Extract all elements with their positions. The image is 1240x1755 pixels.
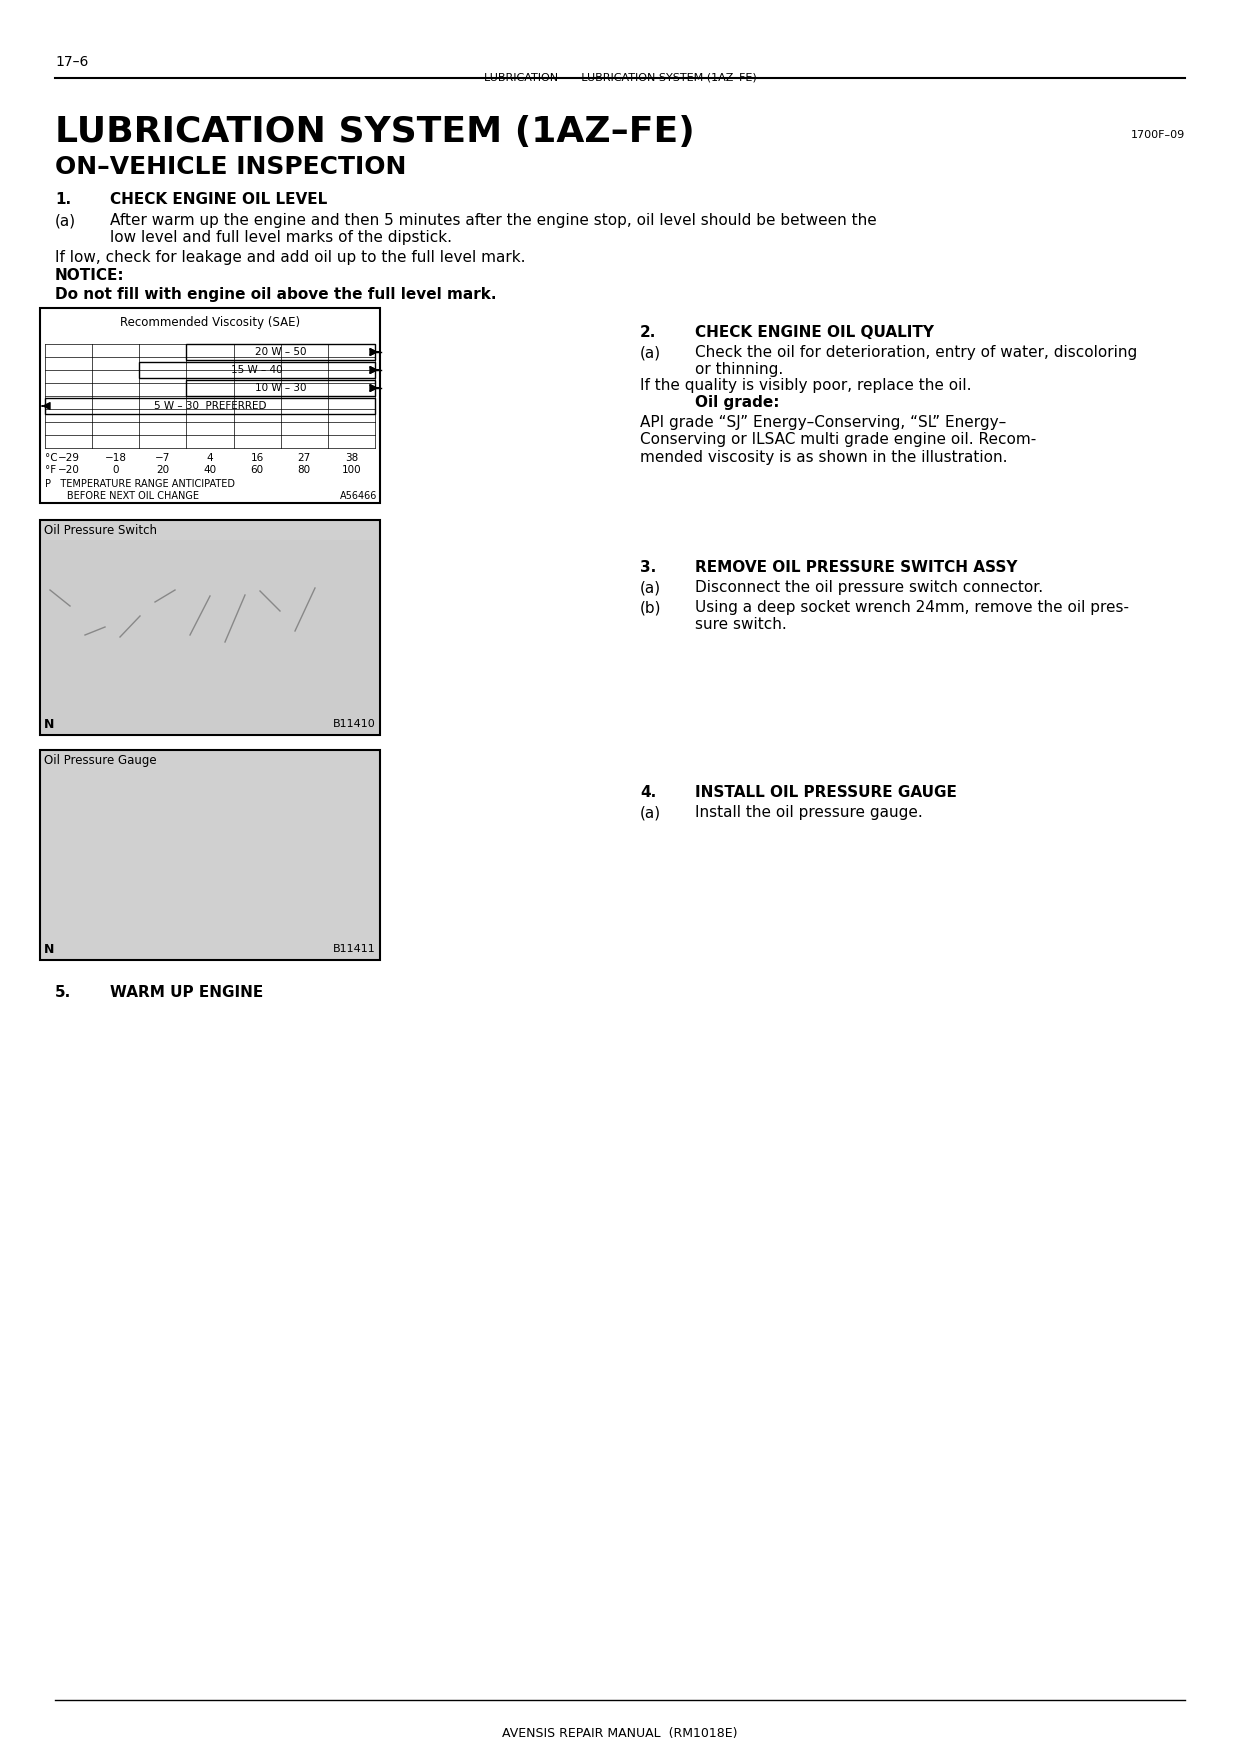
Text: −20: −20 [57,465,79,476]
Text: 3.: 3. [640,560,656,576]
Text: NOTICE:: NOTICE: [55,269,125,283]
Text: (a): (a) [640,346,661,360]
Bar [40,519,379,735]
Text: 80: 80 [298,465,311,476]
Text: Check the oil for deterioration, entry of water, discoloring
or thinning.: Check the oil for deterioration, entry o… [694,346,1137,377]
Text: Do not fill with engine oil above the full level mark.: Do not fill with engine oil above the fu… [55,288,496,302]
Text: 1.: 1. [55,191,71,207]
Text: INSTALL OIL PRESSURE GAUGE: INSTALL OIL PRESSURE GAUGE [694,784,957,800]
Text: 17–6: 17–6 [55,54,88,68]
Text: 16: 16 [250,453,264,463]
Text: 15 W – 40: 15 W – 40 [232,365,283,376]
Text: If low, check for leakage and add oil up to the full level mark.: If low, check for leakage and add oil up… [55,249,526,265]
Text: 0: 0 [113,465,119,476]
Text: ON–VEHICLE INSPECTION: ON–VEHICLE INSPECTION [55,154,407,179]
Text: N: N [43,942,55,956]
Text: API grade “SJ” Energy–Conserving, “SL” Energy–
Conserving or ILSAC multi grade e: API grade “SJ” Energy–Conserving, “SL” E… [640,414,1037,465]
Text: 60: 60 [250,465,264,476]
Bar [45,398,374,414]
Text: AVENSIS REPAIR MANUAL  (RM1018E): AVENSIS REPAIR MANUAL (RM1018E) [502,1727,738,1739]
Bar [40,749,379,960]
Text: 100: 100 [341,465,361,476]
Bar [186,344,374,360]
Text: 20 W – 50: 20 W – 50 [255,347,306,356]
Text: Oil grade:: Oil grade: [694,395,780,411]
Bar [40,307,379,504]
Text: Recommended Viscosity (SAE): Recommended Viscosity (SAE) [120,316,300,328]
Text: °F: °F [45,465,56,476]
Text: 4: 4 [207,453,213,463]
Bar [186,381,374,397]
Text: B11411: B11411 [334,944,376,955]
Text: Oil Pressure Switch: Oil Pressure Switch [43,525,157,537]
Text: LUBRICATION SYSTEM (1AZ–FE): LUBRICATION SYSTEM (1AZ–FE) [55,116,694,149]
Text: (a): (a) [55,212,76,228]
Text: P   TEMPERATURE RANGE ANTICIPATED
       BEFORE NEXT OIL CHANGE: P TEMPERATURE RANGE ANTICIPATED BEFORE N… [45,479,236,500]
Text: (a): (a) [640,806,661,820]
Text: Disconnect the oil pressure switch connector.: Disconnect the oil pressure switch conne… [694,579,1043,595]
Text: LUBRICATION  –   LUBRICATION SYSTEM (1AZ–FE): LUBRICATION – LUBRICATION SYSTEM (1AZ–FE… [484,72,756,82]
Text: °C: °C [45,453,57,463]
Text: Using a deep socket wrench 24mm, remove the oil pres-
sure switch.: Using a deep socket wrench 24mm, remove … [694,600,1128,632]
Text: N: N [43,718,55,732]
Text: 20: 20 [156,465,170,476]
Text: 40: 40 [203,465,217,476]
Text: REMOVE OIL PRESSURE SWITCH ASSY: REMOVE OIL PRESSURE SWITCH ASSY [694,560,1018,576]
Text: 1700F–09: 1700F–09 [1131,130,1185,140]
Text: After warm up the engine and then 5 minutes after the engine stop, oil level sho: After warm up the engine and then 5 minu… [110,212,877,246]
Text: B11410: B11410 [334,720,376,728]
Bar [42,541,378,734]
Text: 4.: 4. [640,784,656,800]
Text: CHECK ENGINE OIL LEVEL: CHECK ENGINE OIL LEVEL [110,191,327,207]
Text: CHECK ENGINE OIL QUALITY: CHECK ENGINE OIL QUALITY [694,325,934,340]
Text: Oil Pressure Gauge: Oil Pressure Gauge [43,755,156,767]
Text: If the quality is visibly poor, replace the oil.: If the quality is visibly poor, replace … [640,377,971,393]
Text: −18: −18 [104,453,126,463]
Text: −7: −7 [155,453,171,463]
Text: 10 W – 30: 10 W – 30 [255,383,306,393]
Text: 5.: 5. [55,985,71,1000]
Text: A56466: A56466 [340,491,377,500]
Text: 2.: 2. [640,325,656,340]
Text: 5 W – 30  PREFERRED: 5 W – 30 PREFERRED [154,400,267,411]
Text: 27: 27 [298,453,311,463]
Text: Install the oil pressure gauge.: Install the oil pressure gauge. [694,806,923,820]
Text: (b): (b) [640,600,661,614]
Bar [139,362,374,377]
Text: −29: −29 [57,453,79,463]
Text: 38: 38 [345,453,358,463]
Text: WARM UP ENGINE: WARM UP ENGINE [110,985,263,1000]
Text: (a): (a) [640,579,661,595]
